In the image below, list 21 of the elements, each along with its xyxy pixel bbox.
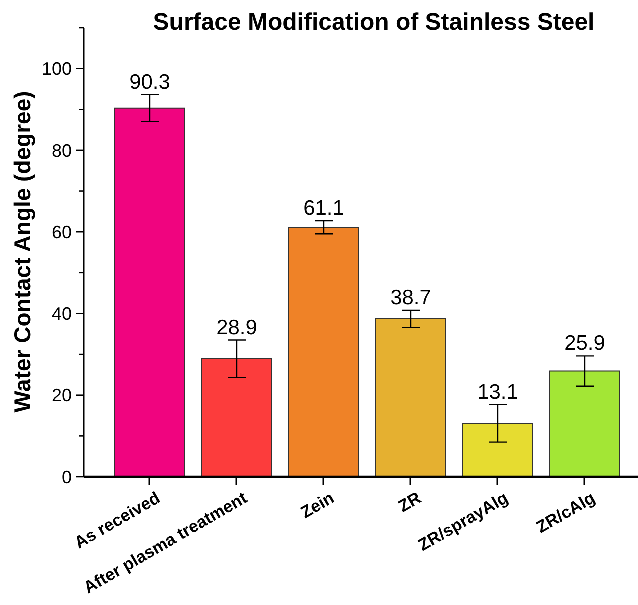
y-tick-label: 20 bbox=[52, 386, 72, 406]
bar bbox=[550, 370, 620, 477]
y-tick-label: 60 bbox=[52, 222, 72, 242]
data-label: 13.1 bbox=[478, 380, 518, 404]
bar bbox=[376, 318, 446, 477]
data-label: 28.9 bbox=[216, 316, 258, 340]
data-label: 90.3 bbox=[130, 70, 170, 94]
y-tick-label: 40 bbox=[52, 304, 72, 324]
data-label: 38.7 bbox=[390, 286, 432, 310]
y-axis-title: Water Contact Angle (degree) bbox=[10, 91, 36, 413]
data-label: 61.1 bbox=[304, 197, 344, 220]
bar bbox=[114, 108, 186, 477]
x-tick-label: Zein bbox=[298, 488, 338, 522]
y-tick-label: 0 bbox=[62, 467, 72, 488]
y-tick-label: 80 bbox=[52, 140, 72, 161]
bar bbox=[202, 358, 272, 477]
chart-title: Surface Modification of Stainless Steel bbox=[153, 9, 595, 37]
bar bbox=[462, 423, 534, 477]
bar bbox=[288, 227, 360, 477]
y-tick-label: 100 bbox=[42, 59, 72, 80]
data-label: 25.9 bbox=[564, 332, 606, 356]
